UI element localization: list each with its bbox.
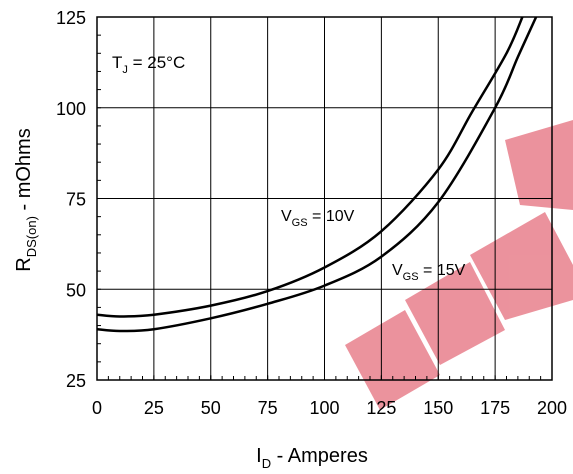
x-tick-label: 75 xyxy=(258,398,278,418)
x-tick-label: 0 xyxy=(92,398,102,418)
y-tick-label: 100 xyxy=(56,99,86,119)
x-tick-label: 25 xyxy=(144,398,164,418)
plot-frame xyxy=(96,16,553,381)
y-axis-label: RDS(on) - mOhms xyxy=(13,128,39,271)
watermark-logo xyxy=(345,120,573,410)
x-axis-label: ID - Amperes xyxy=(256,445,368,471)
x-tick-label: 100 xyxy=(309,398,339,418)
y-tick-label: 75 xyxy=(66,190,86,210)
x-tick-label: 150 xyxy=(423,398,453,418)
y-axis-ticks: 25 50 75 100 125 xyxy=(56,8,86,391)
series-line-2 xyxy=(97,17,538,333)
series-lines xyxy=(97,17,538,333)
x-tick-label: 200 xyxy=(537,398,567,418)
y-tick-label: 50 xyxy=(66,280,86,300)
series-label-vgs-15v: VGS = 15V xyxy=(392,262,466,283)
x-tick-label: 50 xyxy=(201,398,221,418)
series-label-vgs-10v: VGS = 10V xyxy=(281,208,355,229)
x-tick-label: 125 xyxy=(366,398,396,418)
temperature-annotation: TJ = 25°C xyxy=(112,53,185,76)
x-tick-label: 175 xyxy=(480,398,510,418)
y-tick-label: 25 xyxy=(66,371,86,391)
y-tick-label: 125 xyxy=(56,8,86,28)
series-line-1 xyxy=(97,17,524,318)
x-axis-ticks: 0 25 50 75 100 125 150 175 200 xyxy=(92,398,567,418)
